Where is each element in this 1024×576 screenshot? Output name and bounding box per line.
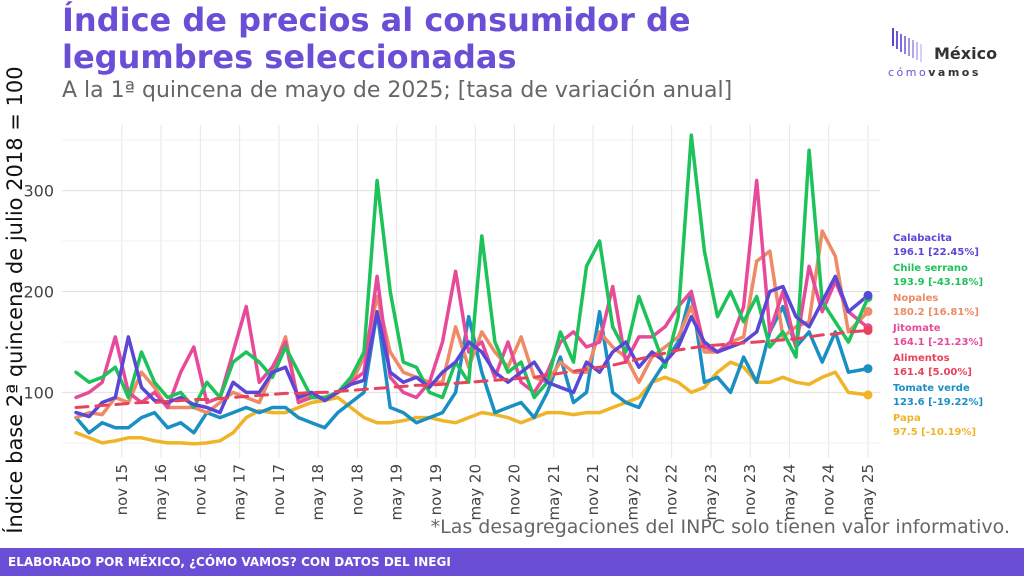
x-axis-ticks: nov 15 may 16 nov 16 may 17 nov 17 may 18 nov … (113, 464, 877, 521)
legend-name-nopales: Nopales (893, 293, 939, 304)
end-point-alimentos (863, 325, 873, 335)
legend-name-jitomate: Jitomate (893, 323, 941, 334)
x-tick-label: nov 20 (506, 464, 524, 515)
end-point-papa (863, 390, 873, 400)
x-tick-label: nov 22 (663, 464, 681, 515)
series-line-chile-serrano (74, 133, 870, 410)
line-chart: 100 200 300 nov 15 may 16 nov 16 may 17 nov 17… (23, 125, 880, 521)
x-tick-label: nov 23 (741, 464, 759, 515)
end-point-calabacita (863, 290, 873, 300)
chart-title: Índice de precios al consumidor de legum… (62, 1, 691, 76)
logo-text-light: cómo (888, 66, 929, 79)
legend-name-alimentos: Alimentos (893, 353, 950, 364)
x-tick-label: nov 17 (270, 464, 288, 515)
x-tick-label: may 21 (545, 464, 563, 521)
x-tick-label: may 20 (466, 464, 484, 521)
legend-value-nopales: 180.2 [16.81%] (893, 307, 979, 318)
series-line-papa (74, 360, 870, 446)
x-tick-label: may 16 (152, 464, 170, 521)
legend-value-calabacita: 196.1 [22.45%] (893, 247, 979, 258)
legend: Calabacita 196.1 [22.45%] Chile serrano 193… (893, 232, 1013, 442)
mexico-como-vamos-logo: México cómovamos (888, 24, 1012, 84)
y-tick-label: 300 (23, 182, 54, 201)
logo-bars-icon (892, 28, 922, 62)
x-tick-label: nov 24 (820, 464, 838, 515)
x-tick-label: may 23 (702, 464, 720, 521)
legend-name-tomate-verde: Tomate verde (893, 383, 970, 394)
x-tick-label: may 25 (859, 464, 877, 521)
x-tick-label: may 19 (388, 464, 406, 521)
end-point-nopales (863, 306, 873, 316)
x-tick-label: nov 19 (427, 464, 445, 515)
legend-name-papa: Papa (893, 413, 921, 424)
x-tick-label: nov 16 (191, 464, 209, 515)
legend-name-calabacita: Calabacita (893, 233, 953, 244)
series-line-calabacita (74, 274, 870, 419)
series-line-alimentos (74, 329, 870, 409)
logo-text-top: México (934, 44, 998, 63)
x-tick-label: nov 18 (348, 464, 366, 515)
legend-name-chile-serrano: Chile serrano (893, 263, 968, 274)
legend-value-papa: 97.5 [-10.19%] (893, 427, 977, 438)
x-tick-label: nov 15 (113, 464, 131, 515)
footer-text: ELABORADO POR MÉXICO, ¿CÓMO VAMOS? CON D… (8, 555, 451, 569)
logo-text-bottom: cómovamos (888, 66, 981, 79)
legend-value-chile-serrano: 193.9 [-43.18%] (893, 277, 984, 288)
end-point-tomate-verde (863, 364, 873, 374)
logo-text-bold: vamos (928, 66, 981, 79)
footer-bar: ELABORADO POR MÉXICO, ¿CÓMO VAMOS? CON D… (0, 548, 1024, 576)
x-tick-label: nov 21 (584, 464, 602, 515)
series-end-points (863, 290, 873, 400)
y-tick-label: 200 (23, 283, 54, 302)
chart-subtitle: A la 1ª quincena de mayo de 2025; [tasa … (62, 78, 733, 103)
series-lines (74, 133, 870, 446)
footnote: *Las desagregaciones del INPC solo tiene… (430, 516, 1010, 538)
x-tick-label: may 24 (780, 464, 798, 521)
y-axis-ticks: 100 200 300 (23, 182, 54, 403)
x-tick-label: may 17 (231, 464, 249, 521)
legend-value-tomate-verde: 123.6 [-19.22%] (893, 397, 984, 408)
x-tick-label: may 18 (309, 464, 327, 521)
legend-value-jitomate: 164.1 [-21.23%] (893, 337, 984, 348)
y-tick-label: 100 (23, 383, 54, 402)
series-line-jitomate (74, 178, 870, 410)
x-tick-label: may 22 (623, 464, 641, 521)
legend-value-alimentos: 161.4 [5.00%] (893, 367, 972, 378)
